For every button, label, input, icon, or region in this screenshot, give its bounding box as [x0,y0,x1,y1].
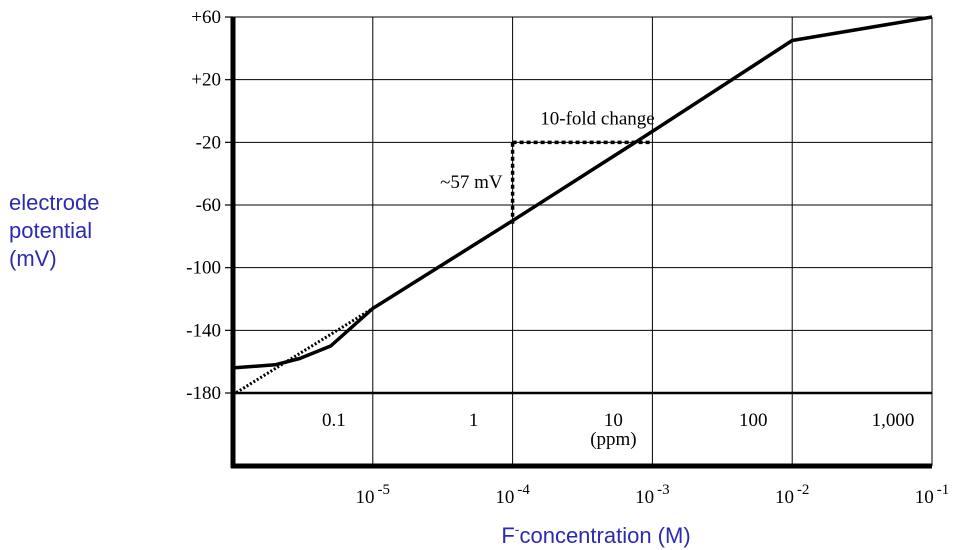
x-ppm-tick-label: 100 [739,410,768,431]
y-tick-label: -180 [186,383,221,404]
y-tick-label: +60 [191,7,221,28]
axis-labels: +60 +20 -20 -60 -100 -140 -180 10 -5 10 -4 10 -3 10 -2… [9,7,949,548]
y-axis-label-line: electrode [9,190,100,215]
x-ppm-tick-label: 1,000 [872,410,915,431]
ppm-unit-label: (ppm) [590,429,636,450]
x-molar-tick-label: 10 -5 [356,482,391,508]
mv-label: ~57 mV [440,172,503,193]
y-tick-label: -140 [186,320,221,341]
x-ppm-tick-label: 1 [469,410,479,431]
x-molar-tick-label: 10 -4 [495,482,530,508]
x-ppm-tick-label: 0.1 [322,410,346,431]
y-axis-label-line: (mV) [9,246,57,271]
annotations: 10-fold change ~57 mV [440,108,655,224]
x-ppm-tick-label: 10 [604,410,623,431]
grid-lines [233,16,933,466]
data-series [232,15,933,396]
y-tick-label: -20 [196,132,221,153]
series-line-solid [232,15,933,370]
x-molar-tick-label: 10 -1 [915,482,950,508]
y-tick-label: -60 [196,195,221,216]
y-axis-label-line: potential [9,218,92,243]
series-line-dotted [232,307,374,396]
y-tick-label: +20 [191,70,221,91]
x-molar-tick-label: 10 -2 [775,482,810,508]
x-molar-tick-label: 10 -3 [635,482,670,508]
axes [225,16,932,469]
x-axis-label: F-concentration (M) [501,521,690,548]
y-tick-label: -100 [186,258,221,279]
tenfold-change-label: 10-fold change [540,108,654,129]
